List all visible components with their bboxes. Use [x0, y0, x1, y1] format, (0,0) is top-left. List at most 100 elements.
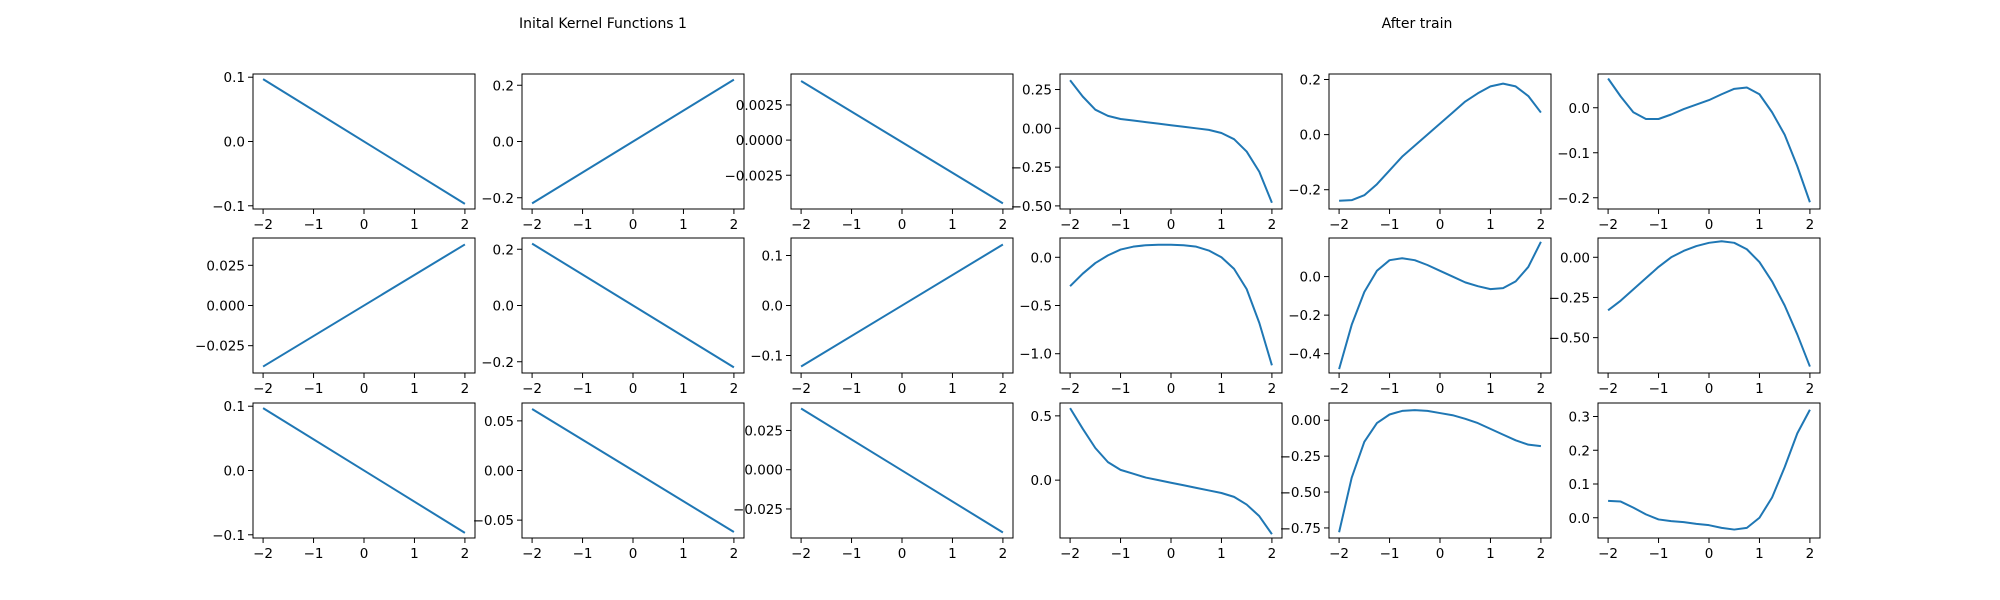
series-line [800, 407, 1004, 534]
x-tick-label: −2 [253, 546, 273, 562]
subplot-2-5: −2 −1 0 1 2 0.0 −0.2 −0.4 [1288, 237, 1552, 397]
y-tick-label: 0.0 [762, 299, 783, 315]
x-tick-label: 1 [1217, 546, 1226, 562]
series-line [531, 408, 735, 533]
x-tick-label: 2 [730, 546, 739, 562]
left-figure-title: Inital Kernel Functions 1 [519, 16, 687, 32]
x-tick-label: 2 [999, 217, 1008, 233]
x-tick-label: −1 [1649, 546, 1669, 562]
series-line [1338, 409, 1542, 533]
x-tick-label: 2 [1268, 381, 1277, 397]
y-tick-label: 0.0 [1300, 270, 1321, 286]
y-tick-label: 0.00 [484, 464, 514, 480]
y-tick-label: 0.0 [1569, 101, 1590, 117]
y-tick-label: 0.5 [1031, 409, 1052, 425]
series-line [262, 243, 466, 368]
y-tick-label: 0.0 [224, 135, 245, 151]
x-tick-label: 0 [1167, 546, 1176, 562]
y-tick-label: 0.0 [1569, 511, 1590, 527]
x-tick-label: −1 [304, 217, 324, 233]
x-tick-label: 0 [1705, 546, 1714, 562]
x-tick-label: −1 [842, 546, 862, 562]
y-tick-label: 0.00 [1560, 250, 1590, 266]
y-tick-label: 0.1 [224, 70, 245, 86]
y-tick-label: −0.25 [1011, 160, 1052, 176]
series-line [1069, 407, 1273, 535]
y-tick-label: −0.2 [481, 355, 514, 371]
x-tick-label: 2 [461, 546, 470, 562]
axes-frame [1328, 402, 1552, 539]
subplot-3-2: −2 −1 0 1 2 0.05 0.00 −0.05 [473, 402, 745, 562]
y-tick-label: −0.25 [1549, 290, 1590, 306]
y-tick-label: −0.50 [1549, 331, 1590, 347]
subplot-3-3: −2 −1 0 1 2 0.025 0.000 −0.025 [733, 402, 1014, 562]
subplot-1-5: −2 −1 0 1 2 0.2 0.0 −0.2 [1288, 73, 1552, 233]
x-tick-label: 2 [1537, 217, 1546, 233]
y-tick-label: 0.2 [493, 78, 514, 94]
y-tick-label: 0.025 [744, 423, 783, 439]
x-tick-label: 1 [410, 546, 419, 562]
series-line [800, 243, 1004, 368]
subplot-2-1: −2 −1 0 1 2 0.025 0.000 −0.025 [195, 237, 476, 397]
x-tick-label: 2 [461, 217, 470, 233]
x-tick-label: 2 [1806, 546, 1815, 562]
x-tick-label: 2 [999, 546, 1008, 562]
x-tick-label: 1 [679, 217, 688, 233]
x-tick-label: −2 [522, 546, 542, 562]
x-tick-label: 1 [1755, 217, 1764, 233]
x-tick-label: 2 [1268, 546, 1277, 562]
x-tick-label: −1 [1649, 381, 1669, 397]
x-tick-label: 1 [679, 381, 688, 397]
x-tick-label: −2 [1329, 217, 1349, 233]
x-tick-label: −2 [791, 546, 811, 562]
x-tick-label: 0 [629, 217, 638, 233]
x-tick-label: −1 [1111, 546, 1131, 562]
x-tick-label: −2 [1329, 381, 1349, 397]
subplot-1-6: −2 −1 0 1 2 0.0 −0.1 −0.2 [1557, 73, 1821, 233]
x-tick-label: −1 [573, 217, 593, 233]
x-tick-label: 2 [730, 217, 739, 233]
y-tick-label: 0.0 [224, 464, 245, 480]
y-tick-label: −0.50 [1280, 485, 1321, 501]
x-tick-label: 0 [360, 381, 369, 397]
x-tick-label: 0 [1705, 381, 1714, 397]
y-tick-label: 0.2 [493, 242, 514, 258]
y-tick-label: 0.2 [1300, 73, 1321, 89]
series-line [531, 242, 735, 369]
y-tick-label: 0.1 [762, 249, 783, 265]
x-tick-label: −1 [304, 546, 324, 562]
series-line [262, 407, 466, 534]
x-tick-label: −2 [253, 217, 273, 233]
x-tick-label: 1 [679, 546, 688, 562]
subplot-3-1: −2 −1 0 1 2 0.1 0.0 −0.1 [212, 399, 476, 562]
y-tick-label: −0.025 [195, 339, 245, 355]
x-tick-label: 1 [948, 381, 957, 397]
y-tick-label: 0.0 [1031, 250, 1052, 266]
x-tick-label: 0 [629, 381, 638, 397]
x-tick-label: 1 [1486, 217, 1495, 233]
y-tick-label: 0.25 [1022, 83, 1052, 99]
y-tick-label: −0.1 [750, 349, 783, 365]
x-tick-label: 2 [730, 381, 739, 397]
x-tick-label: 0 [1436, 546, 1445, 562]
y-tick-label: −0.1 [1557, 146, 1590, 162]
series-line [1339, 82, 1542, 202]
x-tick-label: −2 [791, 381, 811, 397]
x-tick-label: 1 [1217, 381, 1226, 397]
y-tick-label: 0.05 [484, 414, 514, 430]
subplot-2-6: −2 −1 0 1 2 0.00 −0.25 −0.50 [1549, 237, 1821, 397]
y-tick-label: −0.5 [1019, 299, 1052, 315]
y-tick-label: 0.0 [1300, 128, 1321, 144]
subplot-3-6: −2 −1 0 1 2 0.3 0.2 0.1 0.0 [1569, 402, 1821, 562]
x-tick-label: 1 [948, 217, 957, 233]
series-line [262, 78, 466, 205]
x-tick-label: 2 [1537, 546, 1546, 562]
axes-frame [1328, 237, 1552, 374]
x-tick-label: 0 [629, 546, 638, 562]
x-tick-label: 0 [1167, 217, 1176, 233]
x-tick-label: −1 [573, 381, 593, 397]
x-tick-label: −1 [1380, 546, 1400, 562]
x-tick-label: −2 [522, 381, 542, 397]
x-tick-label: 1 [1486, 381, 1495, 397]
